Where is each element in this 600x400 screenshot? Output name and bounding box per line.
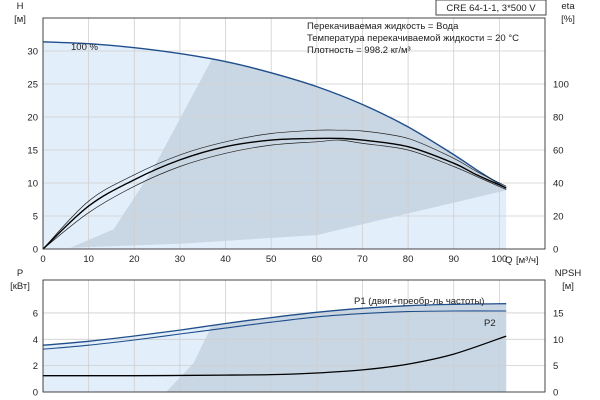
npsh-curve [43,335,507,377]
p-axis-unit: [кВт] [10,281,30,292]
p-tick-label: 6 [33,308,38,319]
bottom-plot-frame [42,279,546,393]
x-tick-label: 90 [448,254,459,265]
x-tick-label: 100 [491,254,507,265]
x-axis-label: Q [505,255,512,266]
y-tick-label: 0 [33,245,38,256]
p2-label: P2 [484,318,496,329]
power-recommended-band [166,303,507,392]
y2-tick-label: 100 [553,80,569,91]
npsh-axis-unit: [м] [562,281,574,292]
y2-axis-unit: [%] [561,14,575,25]
y-tick-label: 20 [27,113,38,124]
x-tick-label: 70 [357,254,368,265]
y-tick-label: 30 [27,47,38,58]
speed-label: 100 % [71,42,98,53]
top-plot-frame [42,17,546,250]
info-line: Перекачиваемая жидкость = Вода [307,21,459,32]
x-axis-unit: [м³/ч] [516,255,539,266]
p-tick-label: 2 [33,361,38,372]
p1-curve [42,303,507,346]
y2-tick-label: 0 [553,245,558,256]
x-tick-label: 30 [175,254,186,265]
p-tick-label: 4 [33,335,38,346]
p1-label: P1 (двиг.+преобр-ль частоты) [354,296,484,307]
y-axis-label: H [17,1,24,12]
y2-axis-label: eta [561,1,575,12]
x-tick-label: 50 [266,254,277,265]
y-tick-label: 10 [27,179,38,190]
x-tick-label: 0 [40,254,45,265]
eta-upper-curve [42,129,507,250]
y2-tick-label: 20 [553,212,564,223]
y2-tick-label: 60 [553,146,564,157]
info-line: Плотность = 998.2 кг/м³ [307,45,411,56]
efficiency-curve [42,137,507,250]
p-axis-label: P [17,268,23,279]
info-line: Температура перекачиваемой жидкости = 20… [307,33,519,44]
x-tick-label: 80 [403,254,414,265]
x-tick-label: 10 [83,254,94,265]
recommended-range-band [70,59,507,248]
npsh-tick-label: 5 [553,361,558,372]
eta-lower-curve [42,139,507,250]
chart-title: CRE 64-1-1, 3*500 V [446,3,536,14]
y-tick-label: 5 [33,212,38,223]
npsh-tick-label: 0 [553,388,558,399]
npsh-axis-label: NPSH [555,268,582,279]
npsh-tick-label: 15 [553,308,564,319]
head-curve [42,41,507,189]
title-box [435,0,547,16]
y-axis-unit: [м] [14,14,26,25]
y-tick-label: 25 [27,80,38,91]
x-tick-label: 60 [312,254,323,265]
y2-tick-label: 40 [553,179,564,190]
p2-curve [42,310,507,350]
npsh-tick-label: 10 [553,335,564,346]
x-tick-label: 40 [220,254,231,265]
p-tick-label: 0 [33,388,38,399]
x-tick-label: 20 [129,254,140,265]
y2-tick-label: 80 [553,113,564,124]
y-tick-label: 15 [27,146,38,157]
